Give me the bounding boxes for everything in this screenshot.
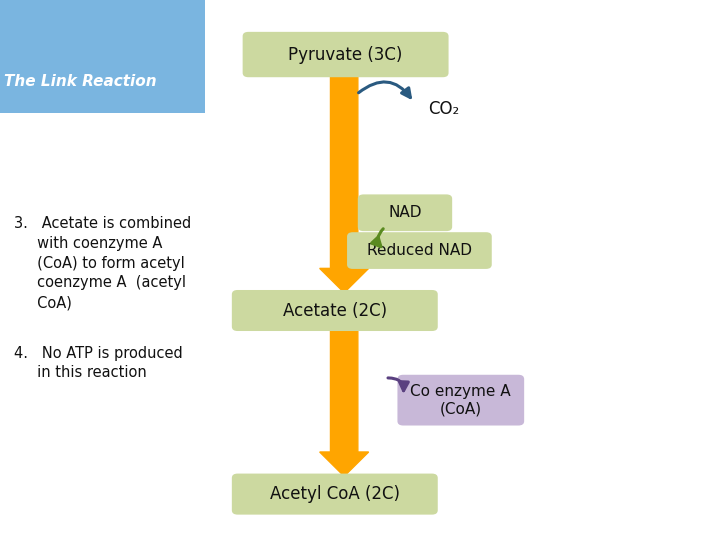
FancyBboxPatch shape: [232, 290, 438, 331]
FancyBboxPatch shape: [358, 194, 452, 231]
Text: CO₂: CO₂: [428, 100, 459, 118]
FancyArrow shape: [320, 328, 369, 476]
Text: Acetate (2C): Acetate (2C): [283, 301, 387, 320]
FancyBboxPatch shape: [232, 474, 438, 515]
FancyBboxPatch shape: [347, 232, 492, 269]
Text: Acetyl CoA (2C): Acetyl CoA (2C): [270, 485, 400, 503]
Text: Pyruvate (3C): Pyruvate (3C): [289, 45, 402, 64]
Text: Co enzyme A
(CoA): Co enzyme A (CoA): [410, 384, 511, 416]
Text: 4.   No ATP is produced
     in this reaction: 4. No ATP is produced in this reaction: [14, 346, 183, 380]
FancyArrowPatch shape: [388, 378, 408, 391]
Text: 3.   Acetate is combined
     with coenzyme A
     (CoA) to form acetyl
     coe: 3. Acetate is combined with coenzyme A (…: [14, 216, 192, 310]
Text: The Link Reaction: The Link Reaction: [4, 73, 156, 89]
FancyBboxPatch shape: [0, 0, 205, 113]
FancyArrowPatch shape: [372, 229, 383, 247]
FancyArrow shape: [320, 75, 369, 293]
FancyBboxPatch shape: [397, 375, 524, 426]
FancyBboxPatch shape: [243, 32, 449, 77]
Text: Reduced NAD: Reduced NAD: [367, 243, 472, 258]
Text: NAD: NAD: [388, 205, 422, 220]
FancyArrowPatch shape: [359, 82, 410, 98]
